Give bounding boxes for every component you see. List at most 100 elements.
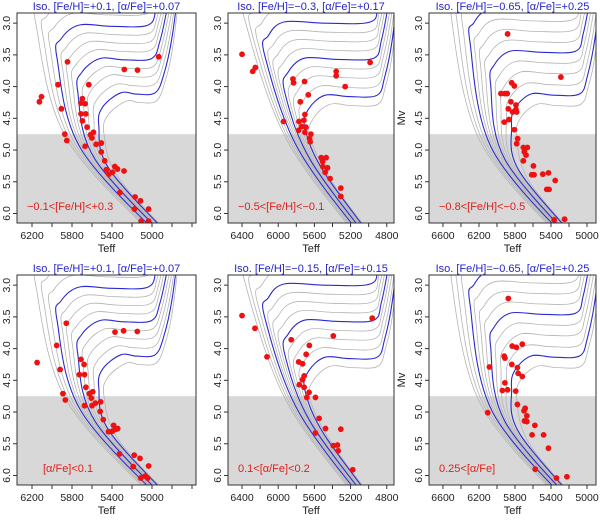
panel-title: Iso. [Fe/H]=−0.15, [α/Fe]=+0.15 <box>234 263 388 275</box>
star-point <box>83 384 89 391</box>
star-point <box>519 341 526 348</box>
star-points <box>498 31 568 223</box>
star-point <box>90 129 97 136</box>
star-point <box>508 98 514 105</box>
star-point <box>545 445 552 452</box>
y-tick-label: 5.5 <box>1 174 13 189</box>
star-point <box>296 381 303 388</box>
star-point <box>505 105 512 112</box>
panel-4: 6200 5800 5400 5000 3.0 3.5 4.0 4.5 5.0 5.5 6.0 Iso… <box>1 263 197 517</box>
isochrone <box>292 13 393 223</box>
isochrone <box>287 275 390 485</box>
x-tick-label: 5000 <box>575 492 599 504</box>
star-point <box>330 333 337 339</box>
star-point <box>117 189 123 196</box>
panel-title: Iso. [Fe/H]=−0.65, [α/Fe]=+0.25 <box>436 1 590 13</box>
star-point <box>131 206 138 212</box>
star-point <box>530 163 537 169</box>
star-points <box>239 312 376 473</box>
star-points <box>36 53 162 223</box>
isochrone <box>292 275 393 485</box>
star-point <box>134 67 141 73</box>
star-point <box>155 53 162 60</box>
isochrone <box>255 275 351 485</box>
star-point <box>319 158 326 165</box>
star-point <box>63 320 70 327</box>
y-axis-label: Mv <box>396 372 408 387</box>
isochrone <box>71 275 165 485</box>
x-tick-label: 5400 <box>100 492 124 504</box>
y-tick-label: 4.5 <box>212 111 224 126</box>
isochrone <box>450 13 548 223</box>
x-axis-label: Teff <box>302 243 320 255</box>
star-point <box>297 98 304 105</box>
isochrone <box>478 275 582 485</box>
x-tick-label: 6200 <box>20 492 44 504</box>
y-axis-label: Mv <box>396 110 408 125</box>
subset-annotation: −0.8<[Fe/H]<−0.5 <box>439 201 525 213</box>
isochrone-highlighted <box>282 13 388 223</box>
y-tick-label: 4.0 <box>212 79 224 94</box>
isochrone <box>71 13 165 223</box>
star-point <box>337 426 344 433</box>
star-point <box>486 364 493 370</box>
star-point <box>121 168 127 174</box>
isochrone-highlighted <box>55 275 156 485</box>
star-point <box>521 407 527 414</box>
isochrone <box>287 13 390 223</box>
star-point <box>63 137 70 144</box>
y-tick-label: 4.5 <box>413 111 425 126</box>
panel-title: Iso. [Fe/H]=−0.3, [α/Fe]=+0.17 <box>237 1 385 13</box>
star-point <box>252 325 258 332</box>
star-point <box>137 475 144 481</box>
x-tick-label: 6200 <box>467 230 491 242</box>
y-tick-label: 3.5 <box>1 309 13 324</box>
isochrone <box>92 275 175 485</box>
isochrone-highlighted <box>97 13 177 223</box>
x-tick-label: 6400 <box>230 492 254 504</box>
star-point <box>545 169 552 176</box>
isochrone <box>455 13 549 223</box>
star-point <box>546 186 552 193</box>
star-point <box>239 51 245 58</box>
x-tick-label: 6000 <box>267 230 291 242</box>
isochrone <box>505 275 596 485</box>
isochrones <box>450 275 596 485</box>
star-point <box>529 431 535 438</box>
x-tick-label: 6600 <box>431 230 455 242</box>
y-tick-label: 4.0 <box>413 79 425 94</box>
star-point <box>105 428 112 435</box>
star-point <box>519 373 526 380</box>
y-tick-label: 3.0 <box>1 278 13 293</box>
star-point <box>501 119 508 126</box>
isochrone <box>461 275 551 485</box>
star-point <box>513 109 520 115</box>
star-point <box>504 90 511 97</box>
star-point <box>55 81 61 88</box>
star-point <box>501 355 508 362</box>
star-point <box>131 452 138 459</box>
star-point <box>511 126 518 133</box>
star-point <box>307 131 314 138</box>
y-tick-label: 6.0 <box>212 206 224 221</box>
isochrone <box>505 13 596 223</box>
isochrone-highlighted <box>510 288 596 485</box>
star-point <box>322 169 329 176</box>
isochrone <box>87 13 172 223</box>
star-point <box>520 144 527 151</box>
star-point <box>513 140 520 147</box>
x-tick-label: 5400 <box>100 230 124 242</box>
isochrone <box>60 275 159 485</box>
star-point <box>38 93 45 100</box>
star-point <box>97 398 104 405</box>
star-point <box>112 329 118 335</box>
y-tick-label: 5.5 <box>1 436 13 451</box>
y-tick-label: 4.0 <box>1 341 13 356</box>
x-tick-label: 5800 <box>503 492 527 504</box>
star-point <box>288 336 295 343</box>
star-point <box>552 177 559 184</box>
star-point <box>301 111 308 118</box>
isochrone <box>102 275 178 485</box>
star-point <box>145 463 152 469</box>
star-point <box>333 72 340 79</box>
